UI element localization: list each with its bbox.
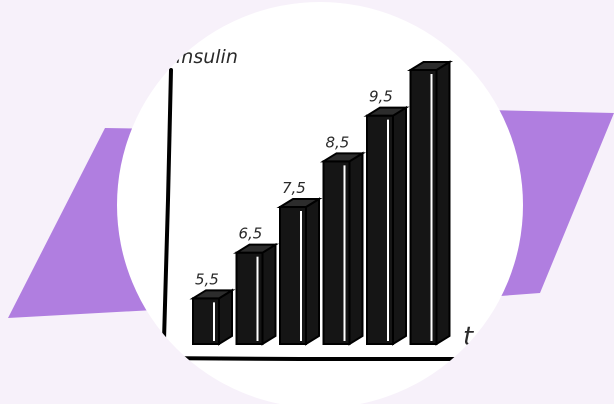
x-axis-label: t	[463, 322, 474, 352]
bar-2	[232, 242, 280, 346]
data-label-4: 8,5	[326, 133, 350, 151]
data-label-1: 5,5	[195, 270, 219, 288]
data-label-5: 9,5	[369, 88, 393, 106]
bar-1	[189, 288, 236, 346]
bar-3	[276, 197, 323, 346]
data-label-3: 7,5	[282, 179, 306, 197]
bar-4	[319, 151, 367, 346]
bars-group	[189, 60, 454, 346]
plot-area: insulin t 5,5 6,5 7,5 8,5 9,5	[148, 46, 502, 361]
data-labels-group: 5,5 6,5 7,5 8,5 9,5	[195, 88, 393, 289]
bar-6	[406, 60, 454, 346]
data-label-2: 6,5	[239, 225, 263, 243]
bar-5	[363, 105, 410, 346]
y-axis	[162, 68, 173, 342]
x-axis	[148, 356, 502, 361]
y-axis-label: insulin	[176, 46, 238, 68]
